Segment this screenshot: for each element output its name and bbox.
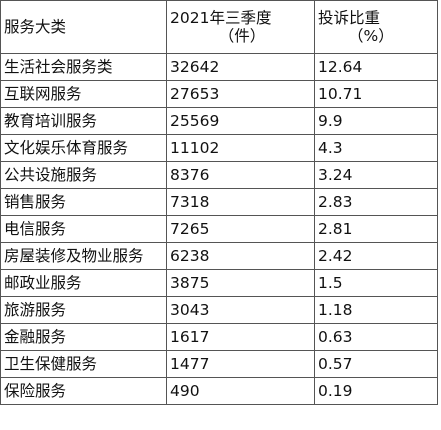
table-row: 邮政业服务 3875 1.5 bbox=[0, 269, 438, 297]
row-ratio-cell: 12.64 bbox=[314, 53, 438, 81]
row-category-cell: 销售服务 bbox=[0, 188, 167, 216]
table-row: 金融服务 1617 0.63 bbox=[0, 323, 438, 351]
header-category: 服务大类 bbox=[0, 0, 167, 54]
row-count-cell: 490 bbox=[166, 377, 315, 405]
row-category-cell: 金融服务 bbox=[0, 323, 167, 351]
row-ratio-cell: 3.24 bbox=[314, 161, 438, 189]
row-ratio-cell: 9.9 bbox=[314, 107, 438, 135]
header-q3-line2: （件） bbox=[218, 27, 266, 45]
row-category-cell: 生活社会服务类 bbox=[0, 53, 167, 81]
row-ratio-cell: 0.19 bbox=[314, 377, 438, 405]
row-ratio-cell: 0.63 bbox=[314, 323, 438, 351]
header-q3-line1: 2021年三季度 bbox=[170, 9, 272, 27]
row-ratio-cell: 1.5 bbox=[314, 269, 438, 297]
row-count-cell: 7318 bbox=[166, 188, 315, 216]
header-ratio: 投诉比重 （%） bbox=[314, 0, 438, 54]
complaint-table-container: 服务大类 2021年三季度 （件） 投诉比重 （%） 生活社会服务类 32642 1… bbox=[0, 0, 438, 405]
row-ratio-cell: 2.81 bbox=[314, 215, 438, 243]
row-category-cell: 公共设施服务 bbox=[0, 161, 167, 189]
table-row: 电信服务 7265 2.81 bbox=[0, 215, 438, 243]
row-category-cell: 互联网服务 bbox=[0, 80, 167, 108]
row-count-cell: 1617 bbox=[166, 323, 315, 351]
table-row: 互联网服务 27653 10.71 bbox=[0, 80, 438, 108]
table-row: 卫生保健服务 1477 0.57 bbox=[0, 350, 438, 378]
header-ratio-line2: （%） bbox=[348, 27, 394, 45]
table-row: 生活社会服务类 32642 12.64 bbox=[0, 53, 438, 81]
row-category-cell: 教育培训服务 bbox=[0, 107, 167, 135]
row-count-cell: 1477 bbox=[166, 350, 315, 378]
row-ratio-cell: 0.57 bbox=[314, 350, 438, 378]
row-category-cell: 卫生保健服务 bbox=[0, 350, 167, 378]
header-q3-count: 2021年三季度 （件） bbox=[166, 0, 315, 54]
complaint-statistics-table: 服务大类 2021年三季度 （件） 投诉比重 （%） 生活社会服务类 32642 1… bbox=[0, 0, 438, 405]
table-row: 保险服务 490 0.19 bbox=[0, 377, 438, 405]
header-row: 服务大类 2021年三季度 （件） 投诉比重 （%） bbox=[0, 0, 438, 54]
row-count-cell: 25569 bbox=[166, 107, 315, 135]
row-category-cell: 电信服务 bbox=[0, 215, 167, 243]
table-row: 文化娱乐体育服务 11102 4.3 bbox=[0, 134, 438, 162]
row-count-cell: 27653 bbox=[166, 80, 315, 108]
row-category-cell: 邮政业服务 bbox=[0, 269, 167, 297]
table-row: 教育培训服务 25569 9.9 bbox=[0, 107, 438, 135]
table-row: 旅游服务 3043 1.18 bbox=[0, 296, 438, 324]
header-ratio-line1: 投诉比重 bbox=[318, 9, 381, 27]
row-category-cell: 房屋装修及物业服务 bbox=[0, 242, 167, 270]
row-count-cell: 32642 bbox=[166, 53, 315, 81]
row-category-cell: 旅游服务 bbox=[0, 296, 167, 324]
row-count-cell: 11102 bbox=[166, 134, 315, 162]
row-ratio-cell: 10.71 bbox=[314, 80, 438, 108]
row-count-cell: 6238 bbox=[166, 242, 315, 270]
row-count-cell: 3875 bbox=[166, 269, 315, 297]
row-ratio-cell: 2.42 bbox=[314, 242, 438, 270]
row-category-cell: 文化娱乐体育服务 bbox=[0, 134, 167, 162]
table-row: 销售服务 7318 2.83 bbox=[0, 188, 438, 216]
table-row: 公共设施服务 8376 3.24 bbox=[0, 161, 438, 189]
row-ratio-cell: 1.18 bbox=[314, 296, 438, 324]
row-category-cell: 保险服务 bbox=[0, 377, 167, 405]
row-count-cell: 7265 bbox=[166, 215, 315, 243]
table-row: 房屋装修及物业服务 6238 2.42 bbox=[0, 242, 438, 270]
row-count-cell: 8376 bbox=[166, 161, 315, 189]
row-ratio-cell: 2.83 bbox=[314, 188, 438, 216]
row-ratio-cell: 4.3 bbox=[314, 134, 438, 162]
row-count-cell: 3043 bbox=[166, 296, 315, 324]
